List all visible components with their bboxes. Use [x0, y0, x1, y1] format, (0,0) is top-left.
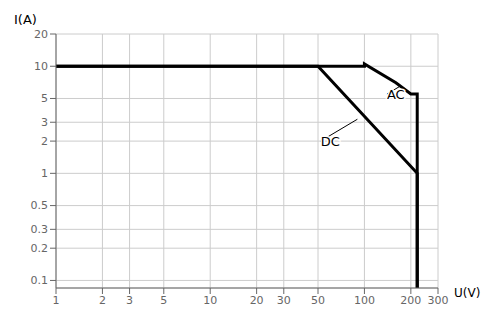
svg-text:2: 2	[99, 294, 106, 307]
svg-text:2: 2	[41, 135, 48, 148]
svg-text:DC: DC	[321, 134, 340, 149]
svg-text:5: 5	[160, 294, 167, 307]
svg-text:3: 3	[41, 116, 48, 129]
html-text:U(V): U(V)	[454, 286, 481, 300]
html-text:I(A): I(A)	[14, 12, 37, 27]
svg-text:0.5: 0.5	[31, 199, 49, 212]
svg-text:0.1: 0.1	[31, 274, 49, 287]
svg-text:30: 30	[277, 294, 291, 307]
svg-text:300: 300	[428, 294, 449, 307]
svg-text:20: 20	[250, 294, 264, 307]
svg-text:1: 1	[41, 167, 48, 180]
svg-text:10: 10	[203, 294, 217, 307]
svg-text:100: 100	[354, 294, 375, 307]
svg-text:0.3: 0.3	[31, 223, 49, 236]
svg-text:50: 50	[311, 294, 325, 307]
svg-text:5: 5	[41, 92, 48, 105]
svg-text:20: 20	[34, 28, 48, 41]
svg-text:AC: AC	[387, 87, 405, 102]
svg-text:200: 200	[400, 294, 421, 307]
svg-text:10: 10	[34, 60, 48, 73]
svg-text:1: 1	[53, 294, 60, 307]
svg-text:3: 3	[126, 294, 133, 307]
svg-text:0.2: 0.2	[31, 242, 49, 255]
